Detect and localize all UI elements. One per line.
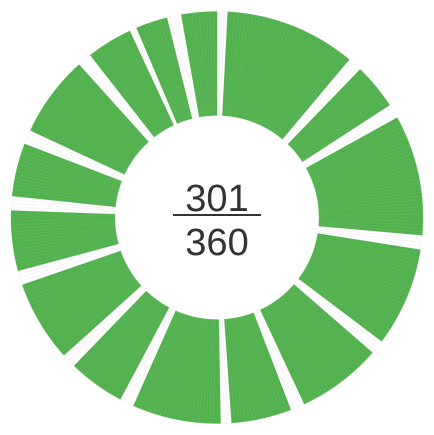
fraction-divider — [173, 214, 261, 216]
segments-group — [10, 11, 424, 424]
filled-segment — [213, 11, 218, 116]
count-denominator: 360 — [185, 222, 249, 264]
count-numerator: 301 — [185, 178, 249, 220]
